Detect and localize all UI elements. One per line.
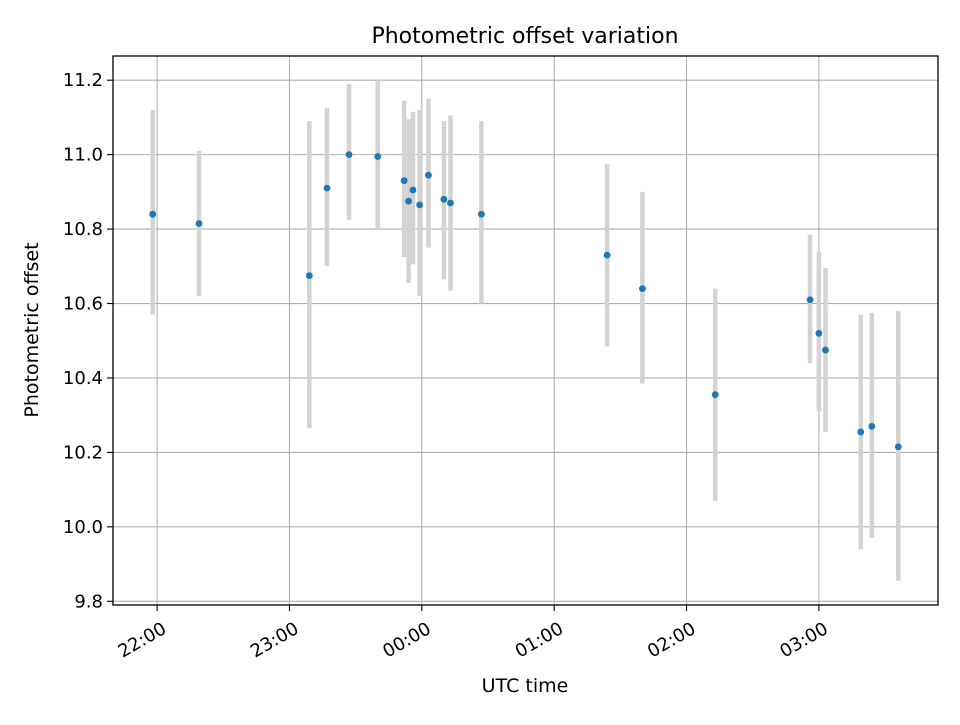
data-point [440,195,448,203]
data-point [400,177,408,185]
y-tick-label: 10.2 [63,442,103,463]
chart-title: Photometric offset variation [371,24,678,49]
data-point [868,422,876,430]
data-point [857,428,865,436]
data-points [149,151,902,451]
data-point [447,199,454,207]
data-point [374,153,382,160]
data-point [822,346,829,354]
y-tick-label: 11.2 [63,70,103,91]
y-tick-label: 10.6 [63,294,103,315]
data-point [815,329,823,337]
data-point [603,251,611,259]
data-point [477,210,485,218]
data-point [416,201,424,209]
data-point [409,186,417,194]
data-point [323,184,331,192]
data-point [345,151,353,159]
data-point [305,272,313,279]
data-point [894,443,902,451]
y-tick-label: 10.8 [63,219,103,240]
x-axis-label: UTC time [482,675,569,697]
data-point [195,220,203,227]
data-point [149,210,157,218]
y-tick-label: 11.0 [63,145,103,166]
y-tick-label: 10.4 [63,368,103,389]
data-point [405,197,412,205]
y-axis-label: Photometric offset [21,242,43,417]
y-tick-label: 10.0 [63,517,103,538]
plot-area-frame [112,55,939,606]
data-point [806,296,814,304]
data-point [425,171,432,179]
y-tick-label: 9.8 [74,591,103,612]
data-point [711,391,719,399]
data-point [639,285,646,293]
